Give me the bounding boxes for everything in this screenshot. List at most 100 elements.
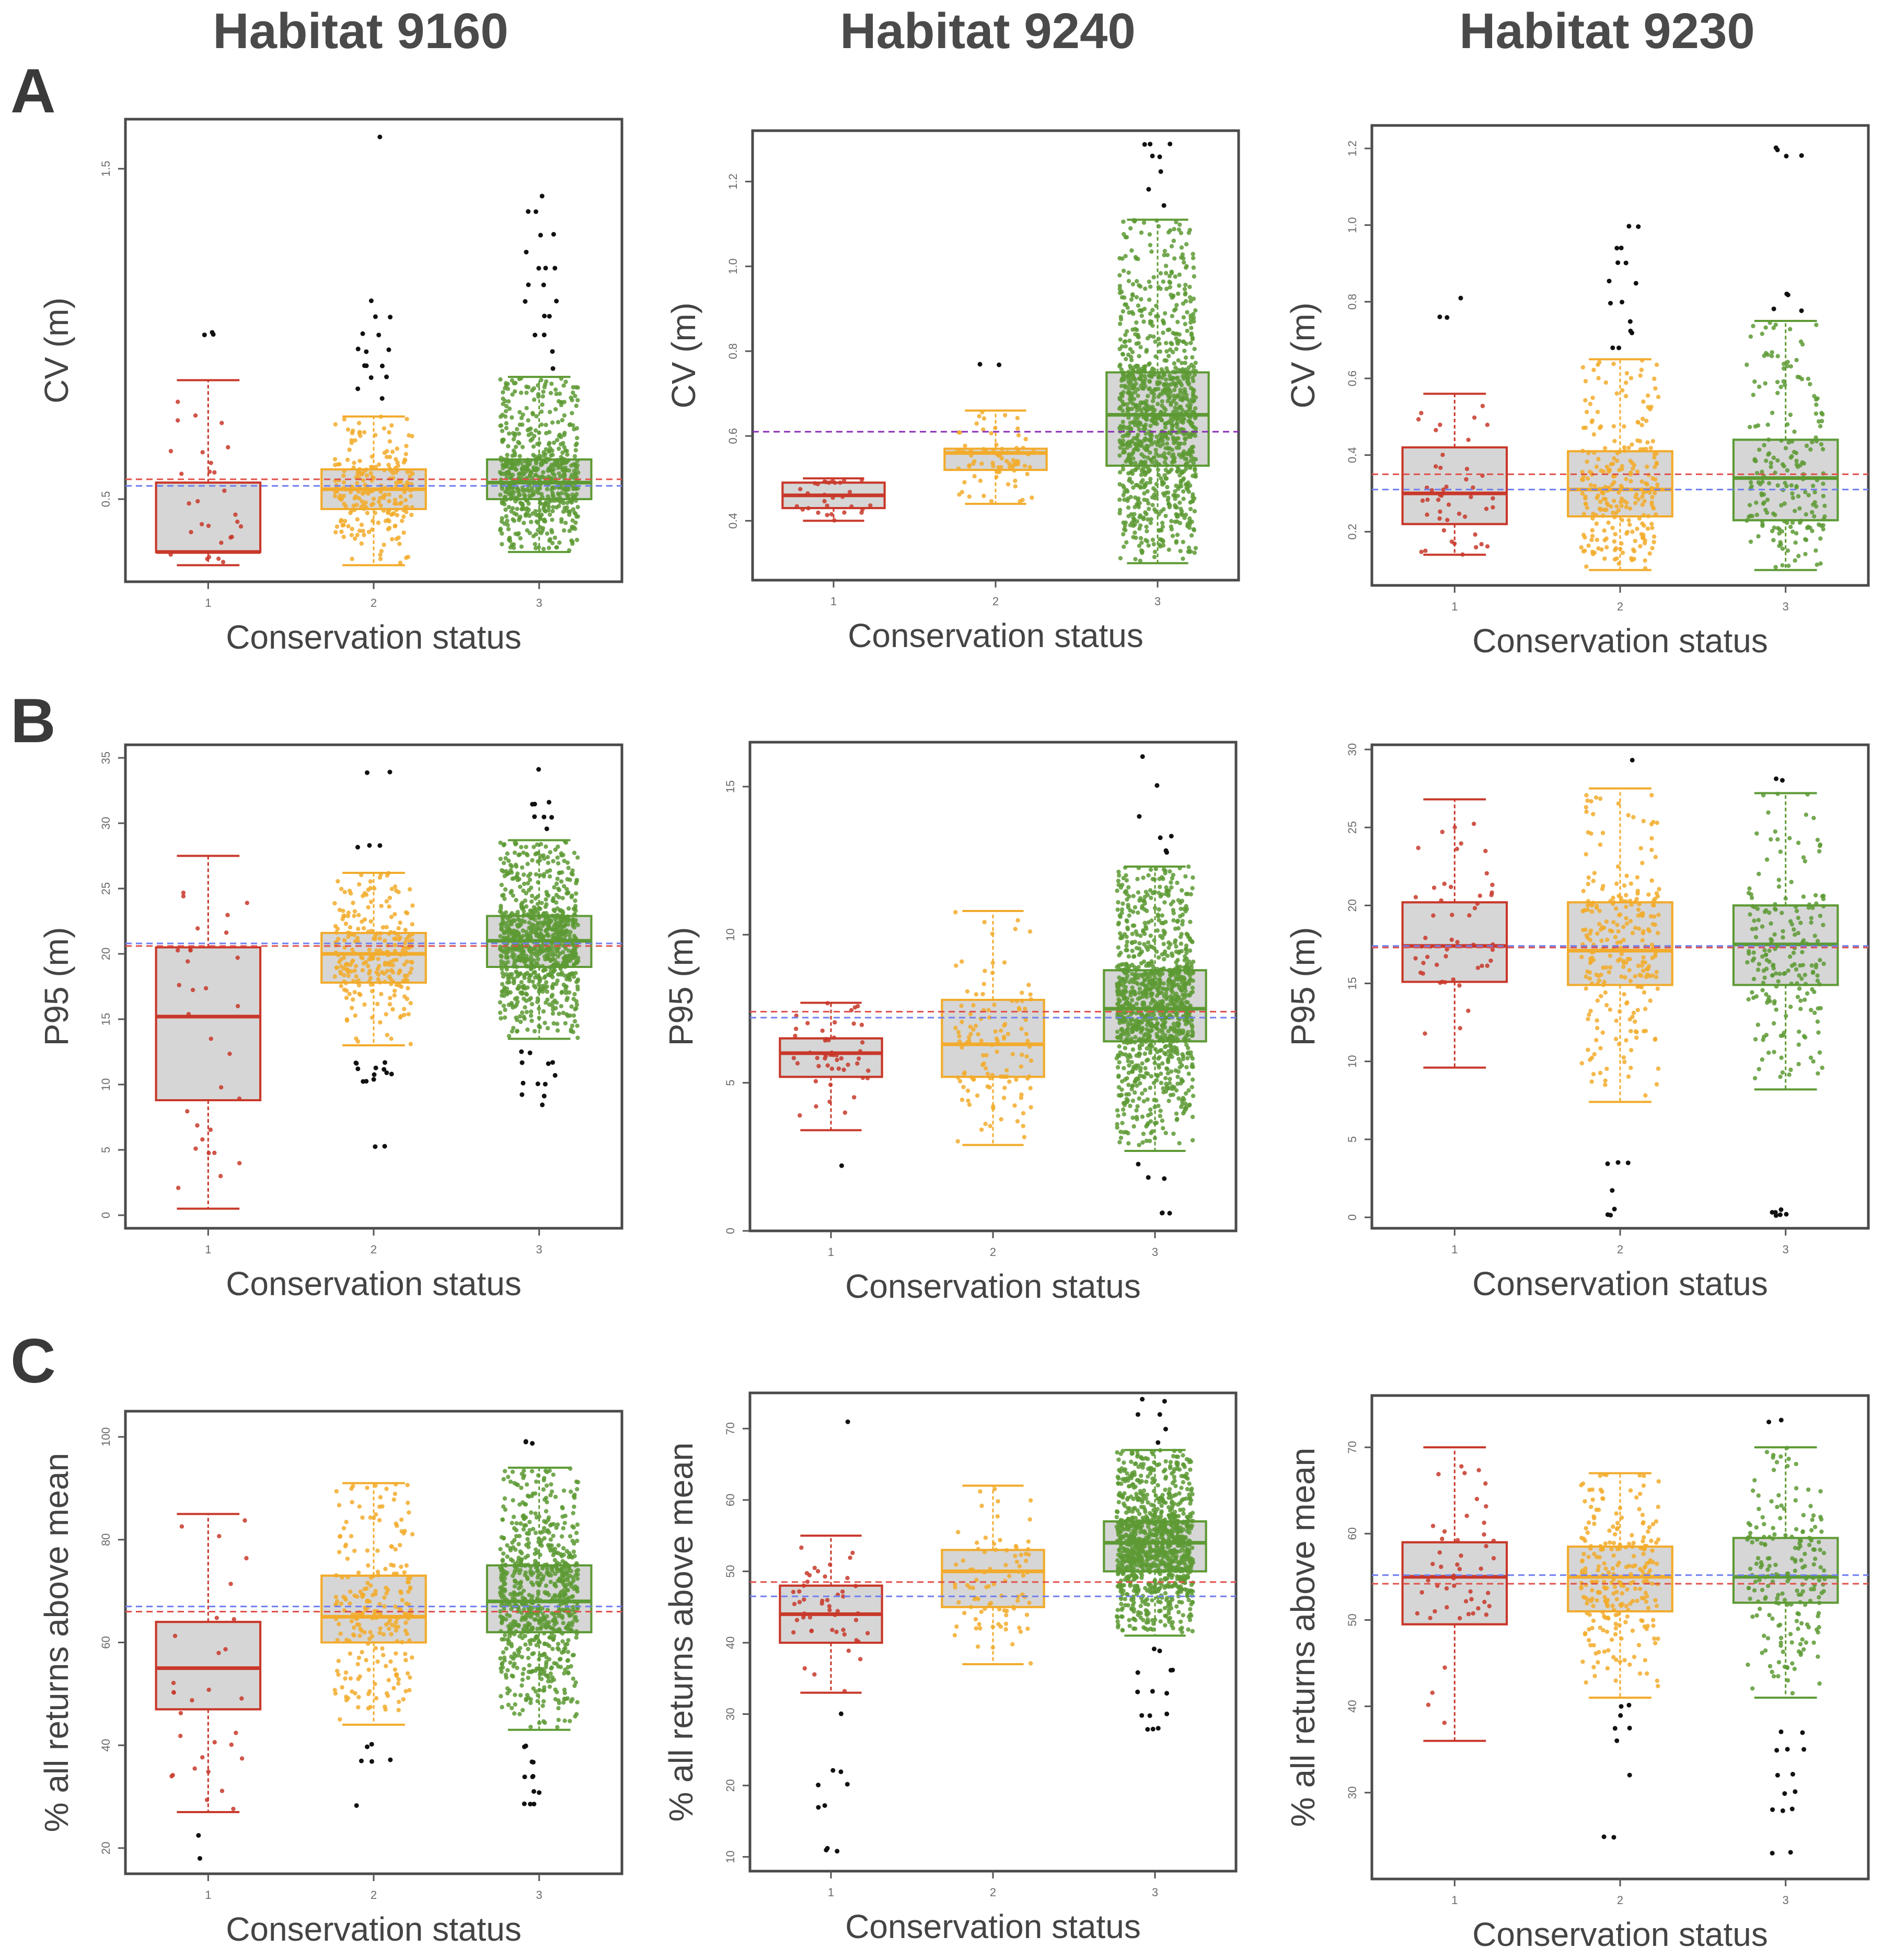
data-point [377, 496, 383, 501]
data-point [504, 869, 509, 874]
data-point [532, 397, 537, 402]
data-point [1152, 367, 1157, 372]
data-point [523, 972, 528, 977]
data-point [177, 983, 181, 987]
data-point [1648, 407, 1653, 411]
data-point [175, 418, 180, 423]
data-point [1186, 864, 1191, 869]
data-point [965, 989, 970, 994]
data-point [333, 924, 338, 929]
data-point [505, 960, 510, 964]
outlier-point [384, 374, 389, 379]
data-point [1191, 527, 1196, 532]
data-point [518, 884, 523, 889]
data-point [1162, 900, 1167, 905]
data-point [520, 445, 525, 449]
data-point [360, 491, 365, 496]
data-point [344, 996, 349, 1000]
data-point [1161, 543, 1166, 548]
data-point [560, 486, 565, 491]
data-point [1117, 291, 1123, 295]
data-point [502, 521, 507, 526]
box-outline [943, 447, 1048, 471]
data-point [1174, 483, 1179, 488]
data-point [533, 509, 538, 514]
data-point [1785, 548, 1790, 553]
data-point [376, 499, 382, 504]
data-point [1028, 992, 1033, 997]
data-point [1122, 497, 1127, 502]
data-point [1156, 1056, 1161, 1061]
data-point [1148, 1051, 1153, 1055]
data-point [1174, 540, 1179, 545]
y-axis-label: CV (m) [1284, 303, 1322, 409]
data-point [508, 485, 513, 489]
y-axis-label: P95 (m) [38, 927, 75, 1046]
outlier-point [388, 315, 393, 320]
data-point [571, 390, 575, 395]
data-point [563, 1021, 568, 1025]
data-point [1650, 439, 1656, 444]
data-point [1002, 1086, 1007, 1090]
data-point [1130, 1115, 1135, 1120]
data-point [1177, 1141, 1182, 1146]
data-point [521, 412, 525, 417]
data-point [1645, 393, 1650, 398]
data-point [1751, 393, 1755, 397]
data-point [957, 430, 963, 435]
data-point [1652, 452, 1657, 457]
data-point [1780, 529, 1785, 534]
data-point [1175, 394, 1180, 399]
data-point [1117, 508, 1123, 512]
data-point [1188, 320, 1193, 325]
data-point [193, 413, 198, 418]
data-point [505, 518, 510, 523]
data-point [574, 403, 579, 408]
data-point [1142, 931, 1147, 936]
data-point [1794, 531, 1799, 536]
data-point [999, 1028, 1003, 1033]
outlier-point [1627, 319, 1633, 324]
data-point [565, 452, 570, 457]
data-point [1168, 285, 1173, 290]
data-point [1148, 480, 1153, 485]
data-point [825, 503, 829, 508]
data-point [499, 423, 504, 428]
data-point [350, 958, 355, 963]
data-point [1169, 467, 1174, 472]
outlier-point [377, 843, 383, 848]
data-point [499, 882, 504, 887]
data-point [188, 948, 193, 953]
data-point [403, 910, 409, 915]
data-point [1602, 528, 1607, 533]
x-tick-label: 2 [990, 1246, 996, 1259]
data-point [983, 1066, 988, 1071]
data-point [357, 991, 362, 996]
data-point [500, 971, 505, 975]
data-point [1186, 545, 1192, 550]
data-point [505, 851, 510, 856]
data-point [1115, 907, 1120, 912]
data-point [1146, 455, 1150, 460]
data-point [514, 426, 519, 432]
data-point [559, 1004, 564, 1009]
data-point [1803, 551, 1808, 557]
outlier-point [373, 1144, 378, 1149]
data-point [1143, 437, 1149, 442]
data-point [1624, 531, 1629, 536]
data-point [501, 401, 505, 407]
data-point [514, 467, 519, 472]
data-point [1183, 512, 1188, 517]
data-point [1133, 1090, 1137, 1095]
data-point [353, 536, 357, 541]
data-point [220, 421, 224, 425]
data-point [1633, 538, 1637, 544]
data-point [499, 1016, 503, 1021]
data-point [1134, 1108, 1139, 1113]
data-point [343, 921, 349, 926]
data-point [333, 530, 338, 535]
data-point [1176, 358, 1181, 363]
data-point [342, 955, 346, 960]
data-point [389, 423, 394, 428]
data-point [503, 856, 508, 861]
